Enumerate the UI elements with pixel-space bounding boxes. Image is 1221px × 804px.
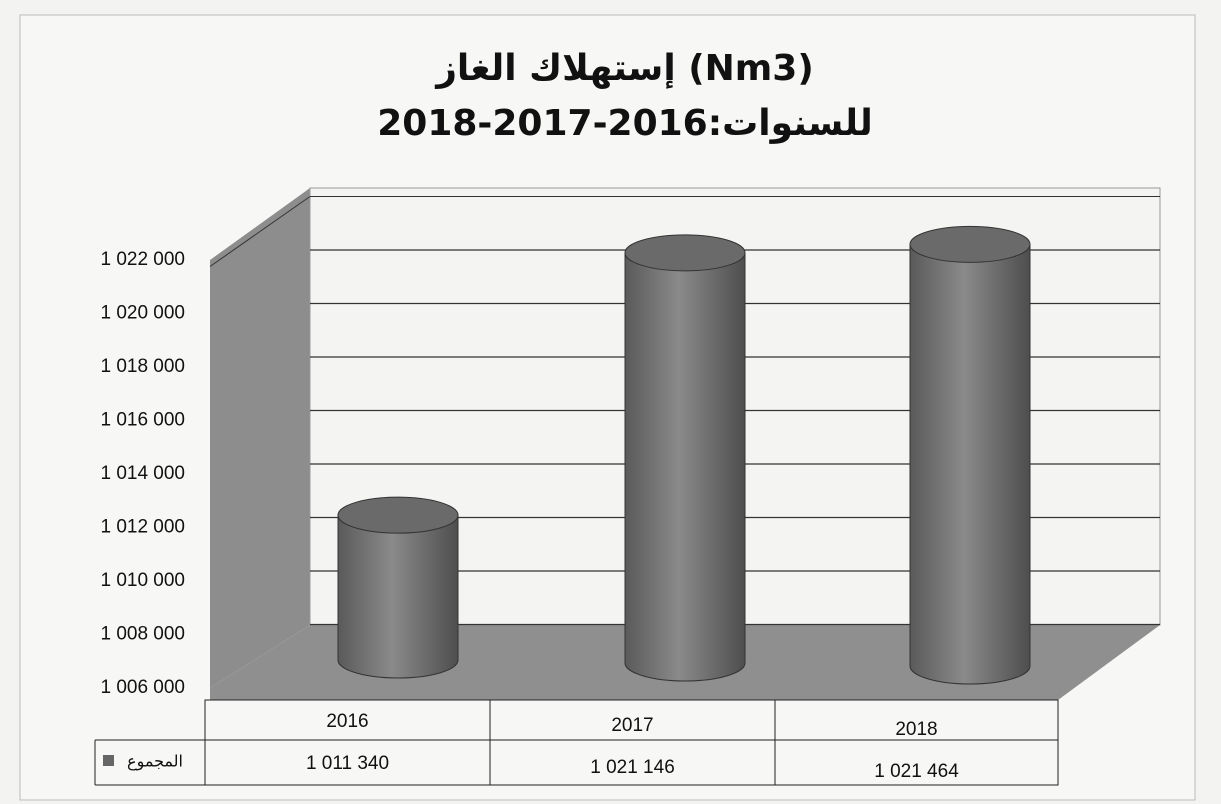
bar xyxy=(337,514,459,679)
side-wall xyxy=(210,188,310,688)
bar xyxy=(909,243,1031,685)
wall-edge xyxy=(209,196,311,267)
y-tick-label: 1 016 000 xyxy=(100,410,185,431)
x-tick-label: 2018 xyxy=(895,719,937,740)
y-tick-label: 1 010 000 xyxy=(100,570,185,591)
bar xyxy=(624,252,746,682)
value-label: 1 021 464 xyxy=(874,761,959,782)
table-border xyxy=(204,699,1059,786)
y-tick-label: 1 022 000 xyxy=(100,249,185,270)
y-tick-label: 1 006 000 xyxy=(100,677,185,698)
value-label: 1 011 340 xyxy=(306,753,389,774)
y-tick-label: 1 020 000 xyxy=(100,303,185,324)
x-tick-label: 2017 xyxy=(611,715,653,736)
x-tick-label: 2016 xyxy=(326,711,368,732)
y-tick-label: 1 012 000 xyxy=(100,517,185,538)
data-table: المجموع xyxy=(94,699,1059,786)
legend-swatch xyxy=(103,755,114,766)
y-tick-label: 1 008 000 xyxy=(100,624,185,645)
y-tick-label: 1 014 000 xyxy=(100,463,185,484)
chart-title: إستهلاك الغاز (Nm3) xyxy=(434,48,814,89)
bar-top xyxy=(624,234,746,272)
bar-top xyxy=(909,225,1031,263)
value-label: 1 021 146 xyxy=(590,757,675,778)
chart-subtitle: للسنوات:2016-2017-2018 xyxy=(377,103,873,144)
y-tick-label: 1 018 000 xyxy=(100,356,185,377)
bar-top xyxy=(337,496,459,534)
legend-label: المجموع xyxy=(127,752,183,772)
